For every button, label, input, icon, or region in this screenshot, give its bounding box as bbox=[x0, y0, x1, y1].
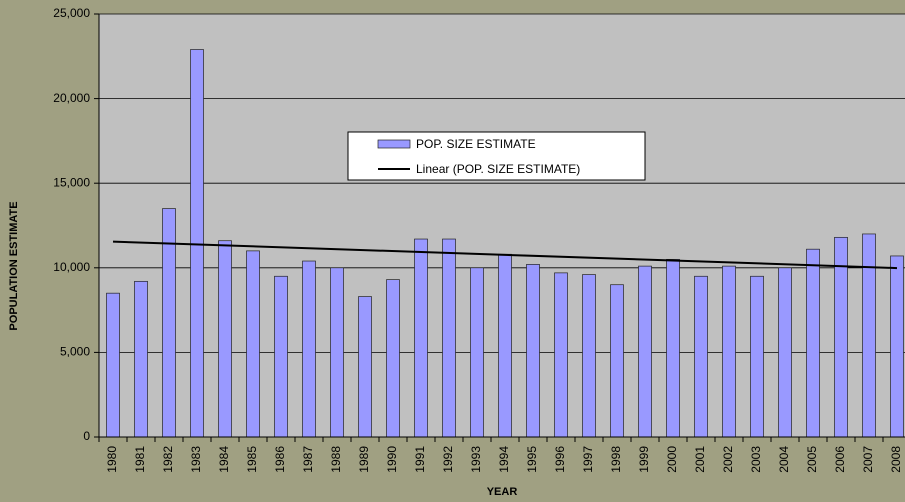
x-tick-label: 2007 bbox=[861, 446, 875, 473]
bar bbox=[610, 284, 624, 438]
bar bbox=[134, 280, 148, 438]
x-tick-label: 1989 bbox=[357, 446, 371, 473]
x-tick-label: 2006 bbox=[833, 446, 847, 473]
x-tick-label: 1997 bbox=[581, 446, 595, 473]
bar bbox=[666, 258, 680, 438]
x-tick-label: 1984 bbox=[217, 446, 231, 473]
bar bbox=[330, 267, 344, 438]
bar bbox=[554, 272, 568, 438]
bar bbox=[722, 265, 736, 438]
bar bbox=[498, 253, 512, 438]
x-tick-label: 1988 bbox=[329, 446, 343, 473]
x-tick-label: 1982 bbox=[161, 446, 175, 473]
x-tick-label: 1991 bbox=[413, 446, 427, 473]
x-tick-label: 1995 bbox=[525, 446, 539, 473]
x-axis-title: YEAR bbox=[487, 486, 518, 498]
y-tick-label: 5,000 bbox=[60, 345, 90, 359]
bar bbox=[302, 260, 316, 438]
x-tick-label: 1999 bbox=[637, 446, 651, 473]
x-tick-label: 1994 bbox=[497, 446, 511, 473]
y-tick-label: 0 bbox=[83, 429, 90, 443]
bar bbox=[414, 238, 428, 438]
bar bbox=[386, 279, 400, 438]
legend-swatch bbox=[377, 139, 411, 149]
x-tick-label: 1981 bbox=[133, 446, 147, 473]
bar bbox=[190, 49, 204, 438]
x-tick-label: 1983 bbox=[189, 446, 203, 473]
bar bbox=[274, 275, 288, 438]
bar bbox=[806, 248, 820, 438]
bar bbox=[358, 296, 372, 438]
y-tick-label: 10,000 bbox=[53, 260, 90, 274]
x-tick-label: 2002 bbox=[721, 446, 735, 473]
x-tick-label: 2001 bbox=[693, 446, 707, 473]
x-tick-label: 1986 bbox=[273, 446, 287, 473]
bar bbox=[694, 275, 708, 438]
x-tick-label: 1990 bbox=[385, 446, 399, 473]
bar bbox=[862, 233, 876, 438]
x-tick-label: 1980 bbox=[105, 446, 119, 473]
x-tick-label: 1992 bbox=[441, 446, 455, 473]
bar bbox=[106, 292, 120, 438]
x-tick-label: 2000 bbox=[665, 446, 679, 473]
x-tick-label: 2003 bbox=[749, 446, 763, 473]
bar bbox=[470, 267, 484, 438]
bar bbox=[526, 264, 540, 438]
x-tick-label: 1998 bbox=[609, 446, 623, 473]
legend-label: Linear (POP. SIZE ESTIMATE) bbox=[416, 162, 580, 176]
y-tick-label: 15,000 bbox=[53, 175, 90, 189]
bar bbox=[442, 238, 456, 438]
x-tick-label: 2005 bbox=[805, 446, 819, 473]
x-tick-label: 2008 bbox=[889, 446, 903, 473]
y-tick-label: 25,000 bbox=[53, 6, 90, 20]
x-tick-label: 1987 bbox=[301, 446, 315, 473]
x-tick-label: 1993 bbox=[469, 446, 483, 473]
y-axis-title: POPULATION ESTIMATE bbox=[8, 201, 20, 330]
bar bbox=[246, 250, 260, 438]
x-tick-label: 1985 bbox=[245, 446, 259, 473]
bar bbox=[890, 255, 904, 438]
x-tick-label: 1996 bbox=[553, 446, 567, 473]
legend: POP. SIZE ESTIMATE Linear (POP. SIZE ESTI… bbox=[347, 131, 646, 181]
bar bbox=[638, 265, 652, 438]
bar bbox=[582, 274, 596, 438]
x-tick-label: 2004 bbox=[777, 446, 791, 473]
bar bbox=[750, 275, 764, 438]
trend-line bbox=[112, 240, 898, 270]
y-tick-label: 20,000 bbox=[53, 91, 90, 105]
bar bbox=[218, 240, 232, 438]
bar bbox=[778, 267, 792, 438]
legend-label: POP. SIZE ESTIMATE bbox=[416, 137, 536, 151]
